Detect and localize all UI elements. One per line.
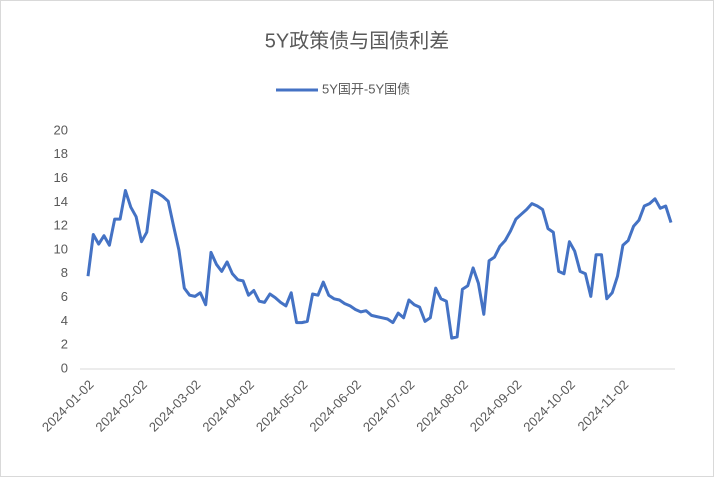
y-tick-label: 20 [54,122,68,137]
y-tick-label: 2 [61,337,68,352]
y-tick-label: 4 [61,313,68,328]
y-tick-label: 16 [54,170,68,185]
y-tick-label: 14 [54,194,68,209]
line-series [86,189,673,340]
y-tick-label: 10 [54,241,68,256]
y-tick-label: 18 [54,146,68,161]
chart-title: 5Y政策债与国债利差 [265,29,449,52]
legend-label: 5Y国开-5Y国债 [322,81,410,96]
y-tick-label: 6 [61,289,68,304]
y-tick-label: 8 [61,265,68,280]
y-tick-label: 0 [61,360,68,375]
y-tick-label: 12 [54,218,68,233]
